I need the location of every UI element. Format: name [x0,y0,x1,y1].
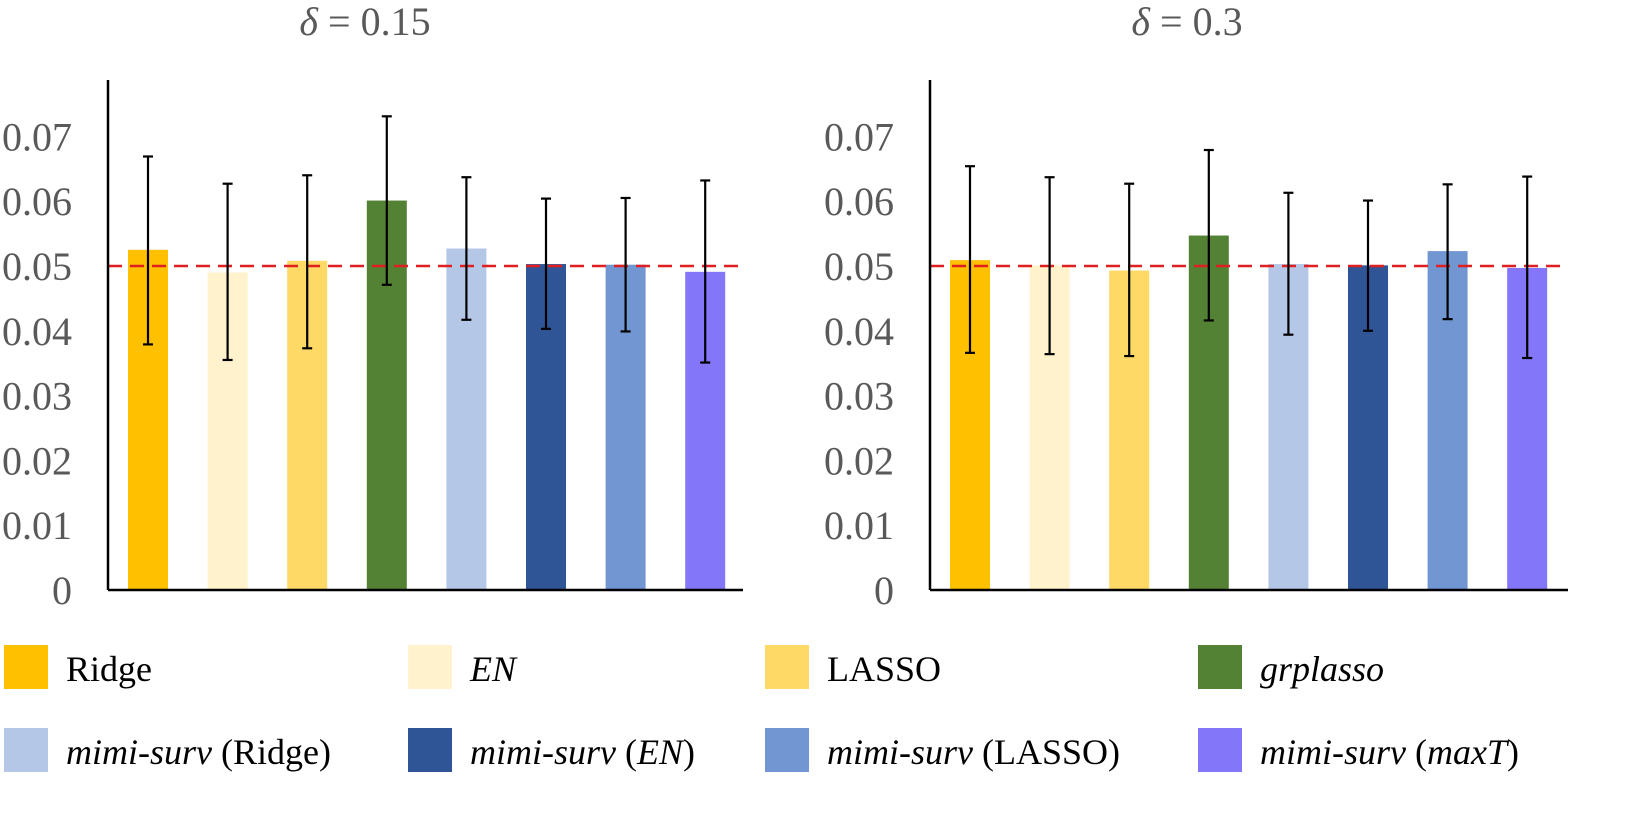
y-tick-label: 0.02 [824,438,894,483]
legend-swatch [1198,645,1242,689]
legend-swatch [1198,728,1242,772]
chart-title: δ = 0.3 [1131,0,1242,44]
error-bar [381,115,392,286]
chart-panel-delta-0.15: δ = 0.15 0 0.01 0.02 0.03 0.04 0.05 0.06 0.07 [2,0,743,613]
y-tick-label: 0.03 [824,374,894,419]
legend-swatch [765,645,809,689]
y-tick-label: 0.05 [2,244,72,289]
legend-item: mimi-surv (EN) [408,728,695,772]
legend-swatch [765,728,809,772]
y-tick-label: 0.07 [2,114,72,159]
legend-item: mimi-surv (Ridge) [4,728,331,772]
y-tick-label: 0.02 [2,438,72,483]
legend-item: mimi-surv (maxT) [1198,728,1519,772]
error-bar [222,182,233,362]
error-bar [1442,183,1453,321]
legend-swatch [4,645,48,689]
error-bar [1363,199,1373,332]
y-tick-label: 0.05 [824,244,894,289]
chart-title: δ = 0.15 [299,0,430,44]
legend-label: EN [469,649,518,689]
legend-swatch [408,645,452,689]
error-bar [302,174,313,350]
legend-label: mimi-surv (EN) [470,732,695,772]
legend-label: mimi-surv (maxT) [1260,732,1519,772]
legend-item: EN [408,645,518,689]
y-tick-label: 0.01 [824,503,894,548]
error-bar [461,176,472,321]
error-bar [1283,191,1294,336]
legend-item: grplasso [1198,645,1384,689]
y-tick-label: 0.06 [824,179,894,224]
error-bar [620,196,631,333]
y-tick-label: 0.07 [824,114,894,159]
error-bar [1044,176,1055,356]
legend-label: mimi-surv (Ridge) [66,732,331,772]
error-bar [1124,182,1135,358]
legend-swatch [4,728,48,772]
legend-label: Ridge [66,649,152,689]
chart-title-symbol: δ [1131,0,1151,44]
y-tick-label: 0 [52,568,72,613]
legend-label: LASSO [827,649,941,689]
legend-item: mimi-surv (LASSO) [765,728,1120,772]
error-bar [143,155,153,346]
error-bar [965,165,975,354]
y-tick-label: 0.06 [2,179,72,224]
chart-title-symbol: δ [299,0,319,44]
y-tick-label: 0.03 [2,374,72,419]
error-bar [1522,175,1533,360]
error-bar [700,179,711,364]
legend-label: grplasso [1260,649,1384,689]
legend-item: LASSO [765,645,941,689]
legend-item: Ridge [4,645,152,689]
error-bar [1203,148,1214,322]
legend-swatch [408,728,452,772]
y-tick-label: 0.01 [2,503,72,548]
chart-panel-delta-0.3: δ = 0.3 0 0.01 0.02 0.03 0.04 0.05 0.06 0.07 [824,0,1568,613]
chart-title-value: = 0.15 [318,0,431,44]
legend: Ridge EN LASSO grplasso mimi-surv (Ridge) mim… [4,645,1519,772]
y-tick-label: 0 [874,568,894,613]
y-tick-label: 0.04 [824,309,894,354]
chart-title-value: = 0.3 [1150,0,1243,44]
y-tick-label: 0.04 [2,309,72,354]
legend-label: mimi-surv (LASSO) [827,732,1120,772]
error-bar [541,197,551,330]
